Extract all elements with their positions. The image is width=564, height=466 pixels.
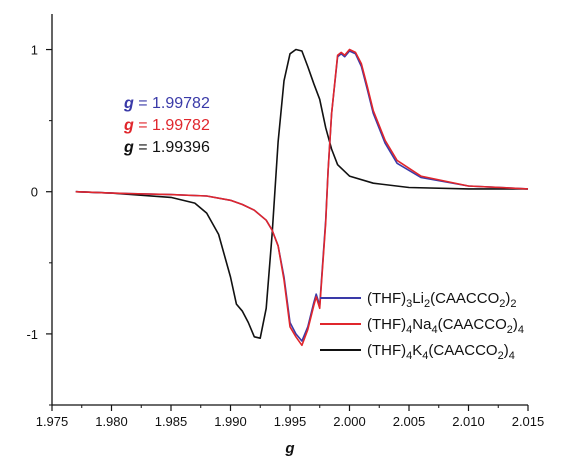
y-ticks: -1 0 1 [26,43,52,406]
x-tick-label: 1.985 [155,414,188,429]
x-tick-label: 1.975 [36,414,69,429]
legend-label: (THF)4K4(CAACCO2)4 [367,342,515,362]
x-axis-title: g [284,440,294,457]
g-value-annotation: g = 1.99396 [123,139,210,156]
axes: 1.975 1.980 1.985 1.990 1.995 2.000 2.005 2.010… [26,14,544,457]
g-value-annotation: g = 1.99782 [123,95,210,112]
y-tick-label: 0 [31,185,38,200]
x-ticks: 1.975 1.980 1.985 1.990 1.995 2.000 2.005 2.010… [36,405,545,429]
x-tick-label: 2.000 [333,414,366,429]
series-line-1 [75,48,529,347]
legend-label: (THF)4Na4(CAACCO2)4 [367,316,524,336]
legend: (THF)3Li2(CAACCO2)2 (THF)4Na4(CAACCO2)4 (T… [320,290,524,362]
x-tick-label: 1.995 [274,414,307,429]
x-tick-label: 1.980 [95,414,128,429]
g-value-annotation: g = 1.99782 [123,117,210,134]
legend-label: (THF)3Li2(CAACCO2)2 [367,290,517,310]
x-tick-label: 2.005 [393,414,426,429]
y-tick-label: 1 [31,43,38,58]
x-tick-label: 2.015 [512,414,545,429]
g-value-annotations: g = 1.99782 g = 1.99782 g = 1.99396 [123,95,210,156]
x-tick-label: 2.010 [452,414,485,429]
x-tick-label: 1.990 [214,414,247,429]
plot-lines [75,48,529,347]
y-tick-label: -1 [26,327,38,342]
series-line-2 [75,48,528,339]
